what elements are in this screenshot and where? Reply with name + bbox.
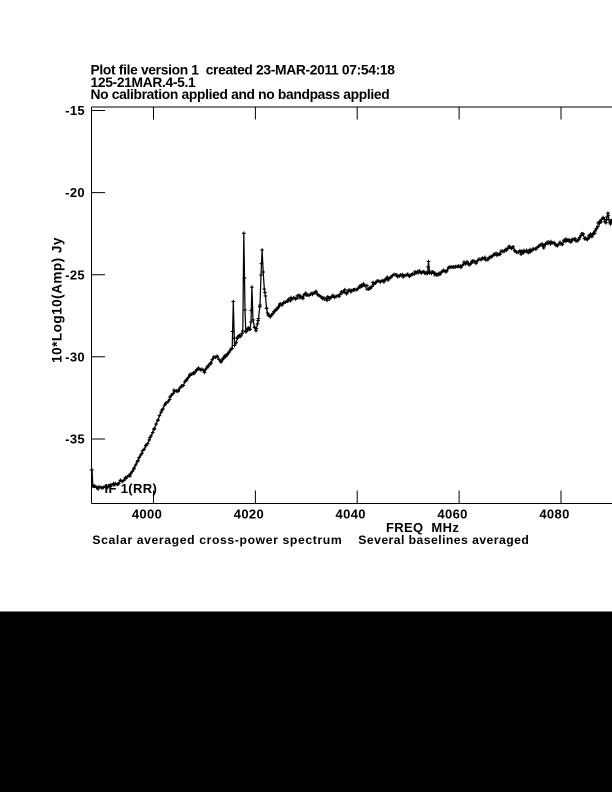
svg-text:-25: -25	[65, 267, 85, 282]
svg-text:-20: -20	[65, 185, 85, 200]
svg-text:Several baselines averaged: Several baselines averaged	[358, 533, 529, 547]
svg-text:4000: 4000	[132, 506, 162, 521]
svg-text:No calibration applied and no: No calibration applied and no bandpass a…	[91, 87, 390, 102]
svg-text:-15: -15	[65, 103, 85, 118]
svg-text:FREQ MHz: FREQ MHz	[386, 520, 459, 535]
svg-text:4020: 4020	[234, 506, 264, 521]
svg-text:125-21MAR.4-5.1: 125-21MAR.4-5.1	[91, 75, 197, 90]
svg-text:-30: -30	[65, 349, 85, 364]
svg-text:4060: 4060	[437, 506, 467, 521]
svg-text:-35: -35	[65, 432, 85, 447]
svg-text:4040: 4040	[336, 506, 366, 521]
svg-text:IF 1(RR): IF 1(RR)	[105, 481, 158, 496]
svg-text:4080: 4080	[539, 506, 569, 521]
svg-text:Plot file version 1 created 2: Plot file version 1 created 23-MAR-2011 …	[91, 63, 396, 78]
svg-text:10*Log10(Amp) Jy: 10*Log10(Amp) Jy	[50, 237, 65, 363]
svg-text:Scalar averaged cross-power sp: Scalar averaged cross-power spectrum	[92, 533, 342, 547]
